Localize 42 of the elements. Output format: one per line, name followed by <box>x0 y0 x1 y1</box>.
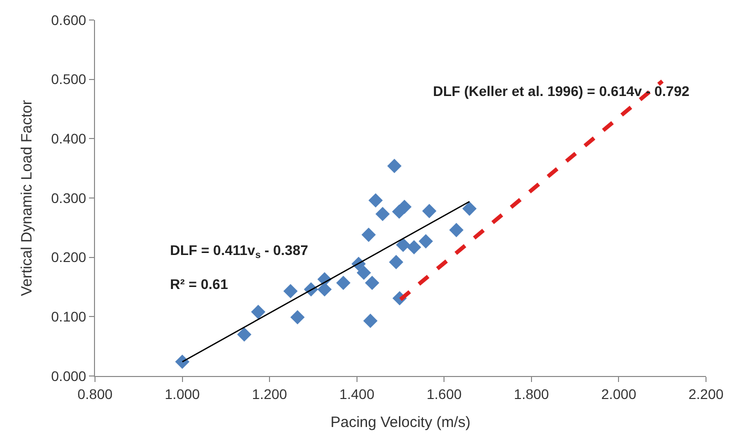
y-tick-label: 0.500 <box>51 71 86 88</box>
y-tick-label: 0.000 <box>51 368 86 384</box>
point <box>175 354 190 369</box>
x-tick-label: 0.800 <box>77 386 113 402</box>
x-tick-label: 1.400 <box>339 386 375 402</box>
point <box>361 228 376 242</box>
annotation: DLF (Keller et al. 1996) = 0.614v - 0.792 <box>433 83 690 99</box>
x-tick-label: 1.800 <box>514 386 550 402</box>
point <box>449 222 464 238</box>
point <box>251 304 266 320</box>
y-tick-label: 0.300 <box>51 190 86 206</box>
point <box>418 234 433 248</box>
point <box>422 204 436 218</box>
point <box>336 276 350 290</box>
y-axis-title: Vertical Dynamic Load Factor <box>18 100 36 296</box>
point <box>356 266 371 280</box>
point <box>368 193 383 208</box>
point <box>283 284 298 298</box>
x-tick-label: 2.200 <box>688 386 724 402</box>
point <box>462 202 477 216</box>
point <box>397 200 412 214</box>
x-tick-label: 2.000 <box>601 386 636 402</box>
point <box>290 310 305 324</box>
x-axis-title: Pacing Velocity (m/s) <box>330 414 471 431</box>
point <box>387 158 402 174</box>
point <box>375 206 390 222</box>
y-tick-label: 0.400 <box>51 130 86 147</box>
point <box>237 327 252 342</box>
annotation: DLF = 0.411v$_{s}$ - 0.387 <box>170 242 308 261</box>
y-tick-label: 0.200 <box>51 249 86 266</box>
x-tick-label: 1.600 <box>426 386 462 402</box>
point <box>388 254 404 270</box>
x-tick-label: 1.000 <box>164 386 200 402</box>
point <box>406 240 422 254</box>
x-tick-label: 1.200 <box>252 386 288 402</box>
y-tick-label: 0.600 <box>51 12 86 28</box>
point <box>396 238 410 252</box>
y-tick-label: 0.100 <box>51 308 86 325</box>
annotation: R² = 0.61 <box>170 276 228 292</box>
point <box>363 314 378 328</box>
point <box>317 282 332 297</box>
point <box>364 276 380 290</box>
